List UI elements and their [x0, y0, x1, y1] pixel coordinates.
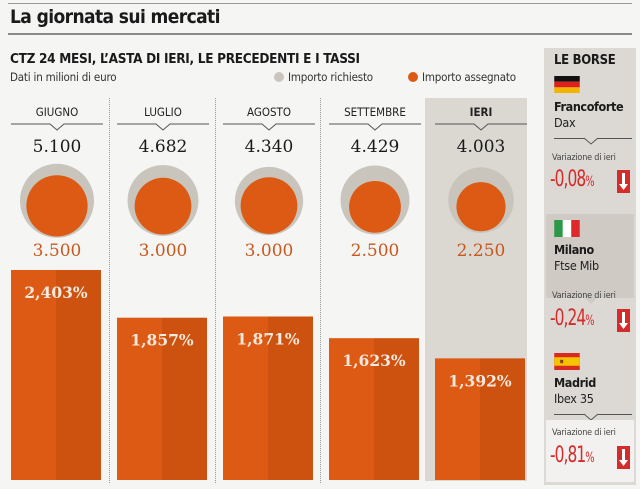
assigned-value: 2.250 [457, 241, 506, 261]
down-arrow-icon [617, 170, 630, 193]
variation-value: -0,81% [550, 443, 595, 468]
rate-label: 1,857% [130, 331, 194, 350]
rate-bar [329, 338, 374, 480]
pointer-chevron-icon [584, 297, 598, 304]
requested-value: 4.682 [139, 137, 188, 157]
assigned-circle [349, 180, 401, 233]
legend-swatch-assegnato [408, 72, 418, 82]
germany-flag-icon [554, 76, 580, 93]
market-city: Milano [554, 242, 594, 257]
header-chevron-icon [329, 123, 421, 131]
legend-item-richiesto: Importo richiesto [274, 70, 373, 84]
borse-title: LE BORSE [554, 53, 616, 68]
rate-label: 2,403% [24, 283, 88, 302]
variation-number: -0,81 [550, 443, 586, 468]
assigned-value: 2.500 [351, 241, 400, 261]
variation-label: Variazione di ieri [552, 428, 616, 438]
rate-bar-shade [480, 358, 525, 480]
variation-number: -0,08 [550, 167, 586, 192]
rate-bar [223, 316, 268, 480]
rate-bar-shade [56, 270, 101, 480]
variation-value: -0,24% [550, 306, 595, 331]
market-city: Madrid [554, 375, 596, 390]
page-title: La giornata sui mercati [10, 6, 220, 28]
variation-unit: % [585, 450, 594, 466]
header-chevron-icon [11, 123, 103, 131]
month-label: LUGLIO [144, 105, 182, 119]
market-index: Ibex 35 [554, 391, 594, 406]
column-separator [215, 98, 216, 483]
month-label: SETTEMBRE [344, 105, 406, 119]
spain-flag-icon [554, 353, 580, 370]
variation-unit: % [585, 174, 594, 190]
requested-value: 4.340 [245, 137, 294, 157]
header-chevron-icon [435, 123, 527, 131]
top-rule [8, 3, 632, 4]
assigned-circle [134, 177, 192, 235]
requested-value: 4.003 [457, 137, 506, 157]
variation-value: -0,08% [550, 167, 595, 192]
variation-number: -0,24 [550, 306, 586, 331]
pointer-chevron-icon [584, 137, 598, 145]
down-arrow-icon [617, 446, 630, 469]
chart-title: CTZ 24 MESI, L’ASTA DI IERI, LE PRECEDEN… [10, 51, 360, 67]
rate-label: 1,392% [448, 371, 512, 390]
header-chevron-icon [117, 123, 209, 131]
italy-flag-icon [554, 220, 580, 237]
assigned-circle [26, 175, 88, 237]
legend-label-assegnato: Importo assegnato [422, 70, 516, 84]
borse-panel: LE BORSE Francoforte Dax Variazione di i… [544, 48, 636, 485]
rate-bar-shade [374, 338, 419, 480]
chart-subtitle: Dati in milioni di euro [10, 70, 117, 84]
variation-label: Variazione di ieri [552, 291, 616, 301]
rate-label: 1,623% [342, 351, 406, 370]
header-chevron-icon [223, 123, 315, 131]
assigned-circle [240, 177, 298, 234]
assigned-value: 3.000 [139, 241, 188, 261]
market-index: Dax [554, 115, 576, 130]
requested-value: 5.100 [33, 137, 82, 157]
rate-bar-shade [268, 316, 313, 480]
assigned-value: 3.500 [33, 241, 82, 261]
market-index: Ftse Mib [554, 258, 599, 273]
rate-bar-shade [162, 317, 207, 480]
rate-bar [435, 358, 480, 480]
assigned-value: 3.000 [245, 241, 294, 261]
legend-item-assegnato: Importo assegnato [408, 70, 516, 84]
month-label: IERI [470, 105, 493, 119]
legend-swatch-richiesto [274, 72, 284, 82]
column-separator [320, 98, 321, 483]
month-label: GIUGNO [36, 105, 79, 119]
column-separator [109, 98, 110, 483]
rate-bar [11, 270, 56, 480]
rate-bar [117, 317, 162, 480]
assigned-circle [456, 182, 506, 232]
requested-value: 4.429 [351, 137, 400, 157]
month-label: AGOSTO [247, 105, 291, 119]
variation-unit: % [585, 313, 594, 329]
variation-label: Variazione di ieri [552, 153, 616, 163]
title-rule [8, 33, 632, 35]
down-arrow-icon [617, 309, 630, 332]
rate-label: 1,871% [236, 329, 300, 348]
legend-label-richiesto: Importo richiesto [288, 70, 373, 84]
market-city: Francoforte [554, 99, 624, 114]
